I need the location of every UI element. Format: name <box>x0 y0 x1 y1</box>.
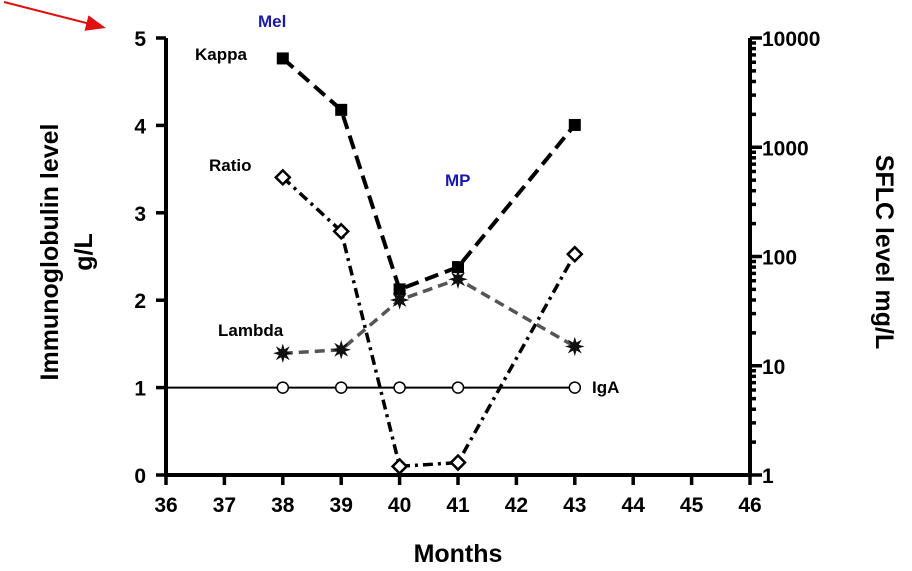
series-label-ratio: Ratio <box>209 156 252 175</box>
y-left-tick-label: 3 <box>134 203 146 226</box>
data-point-iga <box>568 381 582 394</box>
y-left-tick-label: 2 <box>134 290 146 313</box>
x-tick-label: 44 <box>622 494 646 517</box>
x-axis-title: Months <box>414 540 503 568</box>
data-point-iga <box>393 381 406 394</box>
x-axis-ticks: 36 37 38 39 40 41 42 43 44 45 46 <box>154 475 762 517</box>
data-point-ratio <box>332 222 350 241</box>
y-right-tick-label: 1 <box>762 465 774 488</box>
data-point-kappa <box>452 261 464 274</box>
series-label-iga: IgA <box>592 378 619 397</box>
y-right-tick-label: 10 <box>762 356 785 379</box>
y-right-tick-label: 100 <box>762 247 797 270</box>
series-label-lambda: Lambda <box>218 321 284 340</box>
y-left-tick-label: 0 <box>134 465 146 488</box>
y-right-tick-label: 1000 <box>762 137 809 160</box>
data-point-lambda <box>273 343 293 364</box>
x-tick-label: 36 <box>154 494 177 517</box>
data-point-ratio <box>566 245 584 263</box>
series-layer <box>166 52 585 476</box>
data-point-ratio <box>449 453 467 472</box>
data-point-ratio <box>274 168 292 187</box>
x-tick-label: 40 <box>388 494 411 517</box>
data-point-ratio <box>390 457 409 476</box>
y-left-axis-title-line1: Immunoglobulin level <box>36 124 64 381</box>
x-tick-label: 39 <box>330 494 353 517</box>
x-tick-label: 37 <box>213 494 236 517</box>
data-point-kappa <box>276 52 289 65</box>
data-point-iga <box>276 381 290 394</box>
x-tick-label: 38 <box>271 494 295 517</box>
annotation-mp: MP <box>445 171 471 190</box>
y-left-tick-label: 4 <box>134 115 146 138</box>
right-axis-ticks: 1 10 100 1000 10000 <box>750 28 820 488</box>
x-tick-label: 41 <box>446 494 470 517</box>
data-point-iga <box>334 381 348 394</box>
series-line-kappa <box>281 56 577 293</box>
x-tick-label: 46 <box>738 494 761 517</box>
data-point-lambda <box>565 336 585 357</box>
y-right-axis-title: SFLC level mg/L <box>870 155 898 349</box>
data-point-lambda <box>331 340 351 360</box>
x-tick-label: 43 <box>563 494 586 517</box>
data-point-kappa <box>568 118 581 131</box>
data-point-lambda <box>389 290 410 310</box>
data-point-iga <box>451 381 465 394</box>
series-line-lambda <box>282 277 576 356</box>
y-left-tick-label: 5 <box>134 28 146 51</box>
y-right-tick-label: 10000 <box>762 28 820 51</box>
y-left-tick-label: 1 <box>134 378 146 401</box>
x-tick-label: 42 <box>505 494 528 517</box>
data-point-kappa <box>335 103 348 116</box>
data-point-kappa <box>393 283 406 296</box>
data-point-lambda <box>448 269 468 289</box>
y-left-axis-title-line2: g/L <box>70 233 98 271</box>
series-label-kappa: Kappa <box>195 45 248 64</box>
x-tick-label: 45 <box>680 494 704 517</box>
pointer-arrow <box>3 1 106 31</box>
annotation-mel: Mel <box>258 12 286 31</box>
series-line-ratio <box>281 176 577 469</box>
left-axis-ticks: 0 1 2 3 4 5 <box>134 28 166 488</box>
